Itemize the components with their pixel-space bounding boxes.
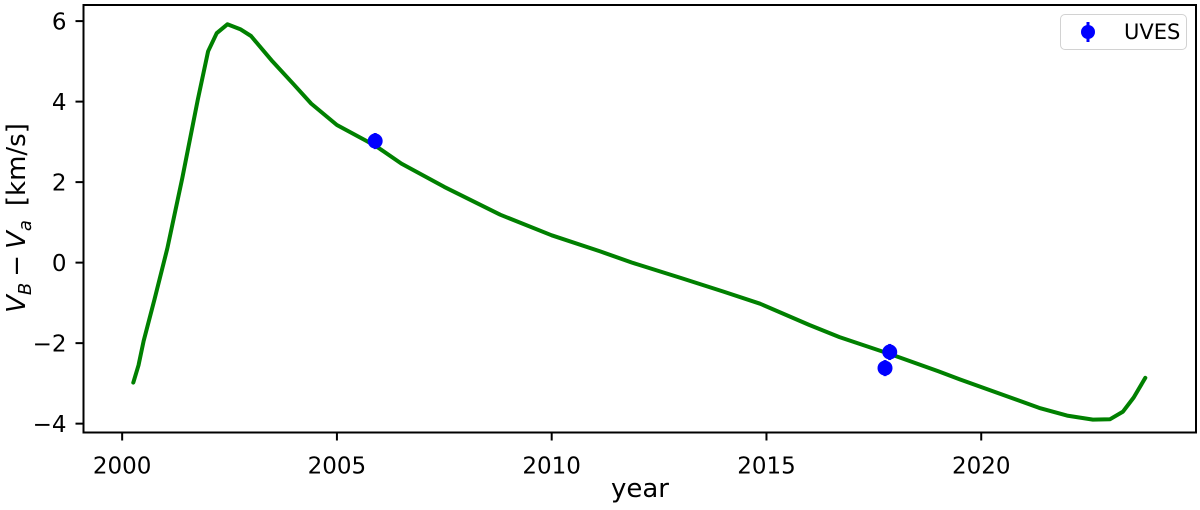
x-tick-label: 2005	[308, 454, 367, 480]
y-tick-label: 0	[52, 251, 67, 277]
ylabel-sub1: B	[15, 282, 37, 296]
x-tick-label: 2020	[952, 454, 1011, 480]
legend: UVES	[1060, 14, 1187, 50]
plot-spines	[82, 4, 1197, 434]
y-tick-label: 2	[52, 170, 67, 196]
model-curve	[131, 22, 1148, 422]
y-tick-label: −2	[33, 331, 67, 357]
x-tick-label: 2015	[737, 454, 796, 480]
UVES-point	[882, 344, 898, 360]
y-tick-label: 6	[52, 9, 67, 35]
y-tick-label: 4	[52, 90, 67, 116]
x-axis-label: year	[610, 474, 670, 504]
ylabel-minus: −	[1, 254, 32, 277]
ylabel-sub2: a	[15, 220, 37, 232]
ylabel-var1: V	[1, 295, 32, 313]
UVES-point	[877, 360, 893, 376]
errorbar-marker-icon	[1081, 22, 1095, 42]
UVES-point	[367, 133, 383, 149]
y-tick-label: −4	[33, 412, 67, 438]
y-axis-label: VB−Va[km/s]	[2, 123, 36, 313]
x-tick-label: 2010	[522, 454, 581, 480]
ylabel-var2: V	[1, 231, 32, 249]
legend-entry-label: UVES	[1124, 20, 1181, 44]
ylabel-units: [km/s]	[1, 123, 32, 207]
x-tick-label: 2000	[93, 454, 152, 480]
